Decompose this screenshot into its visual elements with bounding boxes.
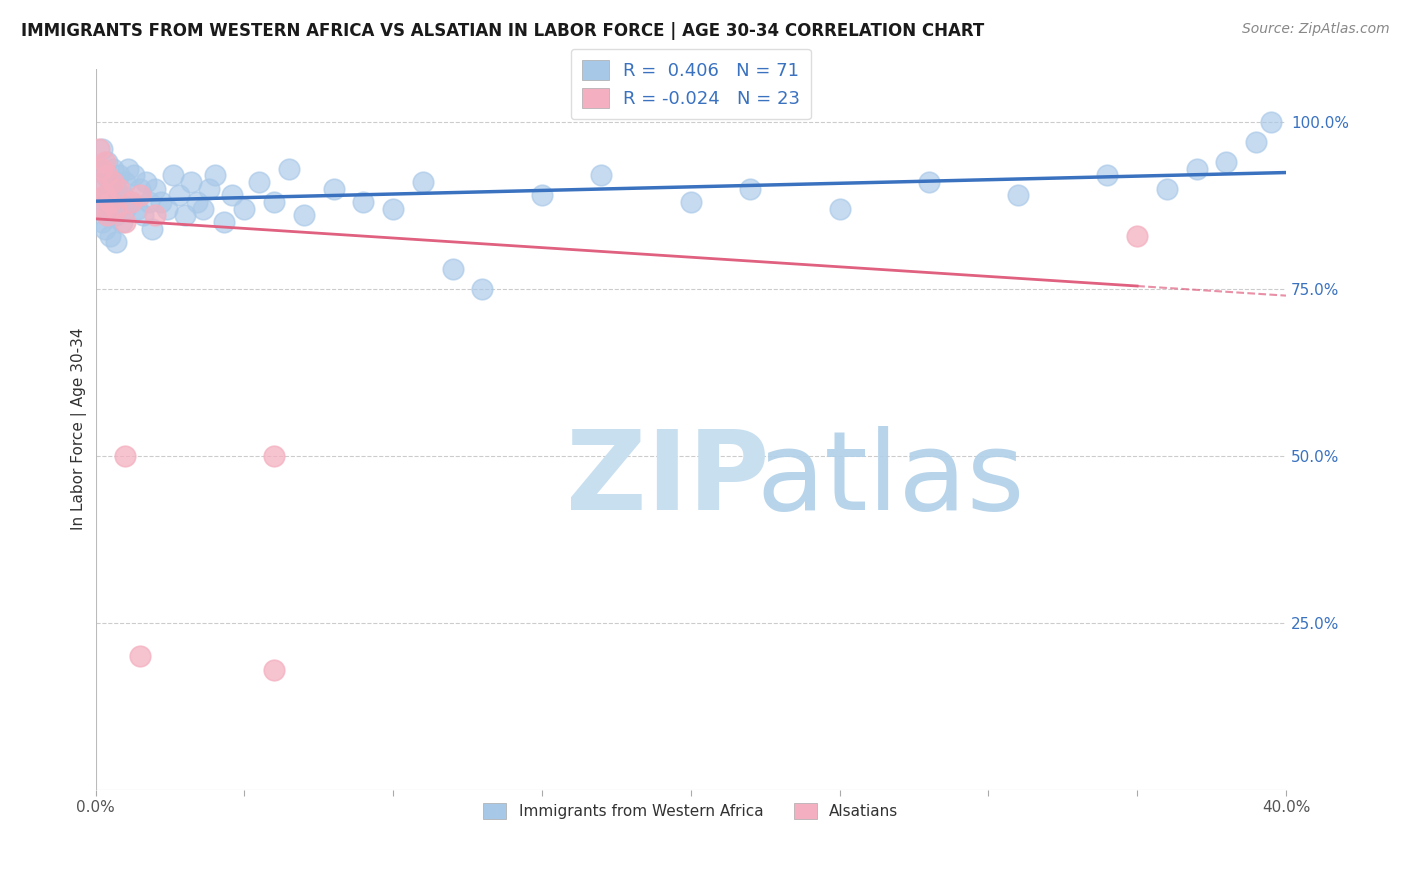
Point <box>108 169 131 183</box>
Point <box>90 202 112 216</box>
Point <box>828 202 851 216</box>
Point <box>129 188 152 202</box>
Point <box>162 169 184 183</box>
Point <box>197 182 219 196</box>
Point <box>1126 228 1149 243</box>
Point <box>156 202 179 216</box>
Point <box>105 235 128 250</box>
Point <box>135 175 157 189</box>
Point <box>114 175 136 189</box>
Point <box>221 188 243 202</box>
Point <box>93 155 115 169</box>
Point <box>96 209 118 223</box>
Point <box>127 202 149 216</box>
Point <box>87 182 110 196</box>
Point <box>114 202 136 216</box>
Point <box>105 209 128 223</box>
Point <box>740 182 762 196</box>
Point <box>129 182 152 196</box>
Point <box>114 215 136 229</box>
Point <box>100 175 122 189</box>
Point <box>108 182 131 196</box>
Point <box>918 175 941 189</box>
Point <box>191 202 214 216</box>
Point <box>108 195 131 210</box>
Y-axis label: In Labor Force | Age 30-34: In Labor Force | Age 30-34 <box>72 328 87 531</box>
Point <box>352 195 374 210</box>
Legend: Immigrants from Western Africa, Alsatians: Immigrants from Western Africa, Alsatian… <box>477 797 904 826</box>
Point <box>100 195 122 210</box>
Point <box>278 161 301 176</box>
Point <box>96 188 118 202</box>
Point <box>1185 161 1208 176</box>
Text: IMMIGRANTS FROM WESTERN AFRICA VS ALSATIAN IN LABOR FORCE | AGE 30-34 CORRELATIO: IMMIGRANTS FROM WESTERN AFRICA VS ALSATI… <box>21 22 984 40</box>
Point <box>90 175 112 189</box>
Point <box>105 182 128 196</box>
Point <box>143 182 166 196</box>
Point <box>100 202 122 216</box>
Point <box>180 175 202 189</box>
Point <box>233 202 256 216</box>
Text: atlas: atlas <box>756 426 1025 533</box>
Point <box>90 161 112 176</box>
Point <box>103 161 125 176</box>
Point <box>263 449 285 463</box>
Point <box>212 215 235 229</box>
Point <box>120 195 142 210</box>
Point <box>96 169 118 183</box>
Point <box>471 282 494 296</box>
Point <box>105 202 128 216</box>
Point <box>103 175 125 189</box>
Point <box>1260 115 1282 129</box>
Point <box>247 175 270 189</box>
Point <box>111 188 134 202</box>
Point <box>150 195 173 210</box>
Point <box>292 209 315 223</box>
Point <box>1244 135 1267 149</box>
Point <box>120 195 142 210</box>
Point <box>412 175 434 189</box>
Point <box>591 169 613 183</box>
Point <box>93 195 115 210</box>
Point <box>143 209 166 223</box>
Point <box>90 215 112 229</box>
Point <box>141 222 163 236</box>
Point <box>122 169 145 183</box>
Point <box>129 649 152 664</box>
Point <box>263 663 285 677</box>
Point <box>322 182 344 196</box>
Point <box>103 195 125 210</box>
Point <box>1215 155 1237 169</box>
Point <box>93 188 115 202</box>
Point <box>87 161 110 176</box>
Point <box>138 195 160 210</box>
Point <box>117 161 139 176</box>
Text: ZIP: ZIP <box>565 426 769 533</box>
Point <box>441 261 464 276</box>
Point <box>114 449 136 463</box>
Point <box>186 195 208 210</box>
Point <box>530 188 553 202</box>
Point <box>679 195 702 210</box>
Point <box>167 188 190 202</box>
Point <box>93 169 115 183</box>
Point <box>100 228 122 243</box>
Point <box>382 202 405 216</box>
Point <box>1007 188 1029 202</box>
Point <box>132 209 155 223</box>
Point <box>87 142 110 156</box>
Point <box>173 209 195 223</box>
Point <box>111 215 134 229</box>
Point <box>96 209 118 223</box>
Point <box>87 202 110 216</box>
Point <box>1097 169 1119 183</box>
Point <box>93 222 115 236</box>
Point <box>96 155 118 169</box>
Point <box>204 169 226 183</box>
Point <box>1156 182 1178 196</box>
Text: Source: ZipAtlas.com: Source: ZipAtlas.com <box>1241 22 1389 37</box>
Point <box>90 142 112 156</box>
Point <box>263 195 285 210</box>
